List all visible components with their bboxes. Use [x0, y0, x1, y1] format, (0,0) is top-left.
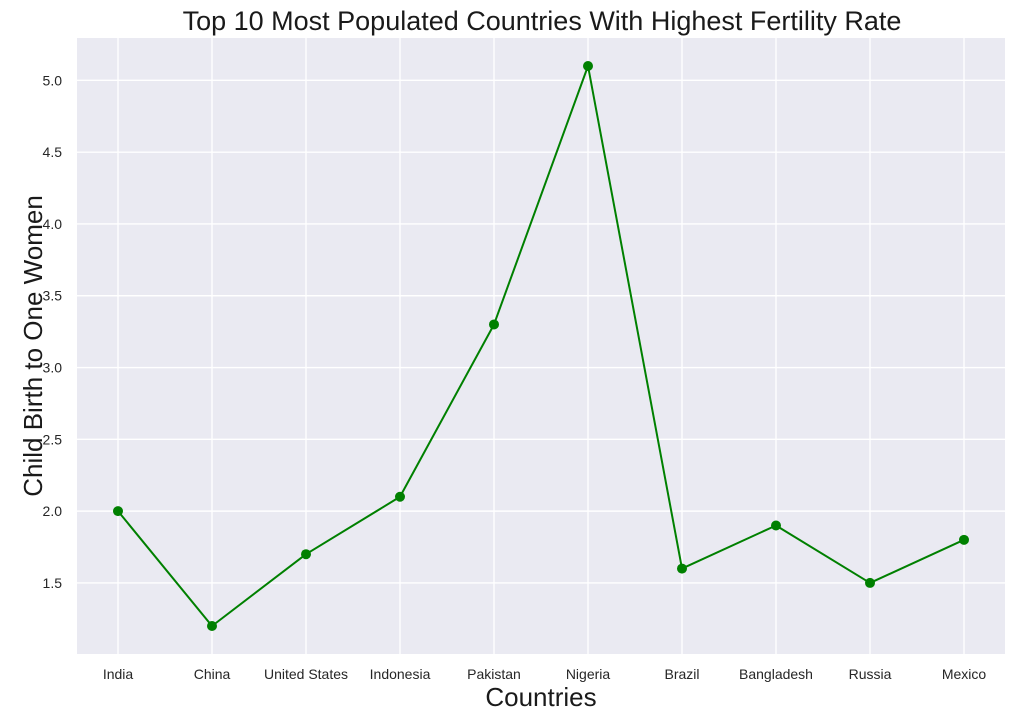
x-axis-label: Countries — [485, 682, 596, 712]
x-tick-label: Pakistan — [467, 666, 521, 682]
y-tick-label: 3.0 — [43, 360, 63, 376]
data-point — [301, 549, 311, 560]
x-gridlines — [117, 38, 965, 654]
y-tick-label: 1.5 — [43, 575, 63, 591]
y-axis-label: Child Birth to One Women — [18, 195, 48, 497]
data-point — [583, 61, 593, 71]
chart-title: Top 10 Most Populated Countries With Hig… — [183, 6, 902, 36]
x-tick-label: Brazil — [664, 666, 699, 682]
series-line — [117, 65, 965, 627]
x-tick-label: Mexico — [942, 666, 987, 682]
x-tick-labels: India China United States Indonesia Pakistan… — [103, 666, 987, 682]
y-tick-label: 2.0 — [43, 503, 63, 519]
x-tick-label: Indonesia — [370, 666, 431, 682]
y-gridlines — [77, 79, 1005, 584]
data-point — [771, 520, 781, 531]
y-tick-label: 4.5 — [43, 144, 63, 160]
data-point — [395, 491, 405, 502]
data-point — [677, 563, 687, 574]
x-tick-label: Nigeria — [566, 666, 611, 682]
data-point — [113, 506, 123, 517]
plot-area — [77, 38, 1005, 654]
x-tick-label: United States — [264, 666, 348, 682]
y-tick-label: 5.0 — [43, 72, 63, 88]
data-point — [865, 577, 875, 588]
data-point — [959, 534, 969, 545]
y-tick-label: 3.5 — [43, 288, 63, 304]
x-tick-label: Russia — [849, 666, 892, 682]
series-layer — [113, 61, 969, 631]
data-point — [489, 319, 499, 330]
data-point — [207, 621, 217, 631]
y-tick-label: 2.5 — [43, 431, 63, 447]
y-tick-label: 4.0 — [43, 216, 63, 232]
y-tick-labels: 1.5 2.0 2.5 3.0 3.5 4.0 4.5 5.0 — [43, 72, 63, 591]
x-tick-label: Bangladesh — [739, 666, 813, 682]
x-tick-label: India — [103, 666, 134, 682]
x-tick-label: China — [194, 666, 231, 682]
